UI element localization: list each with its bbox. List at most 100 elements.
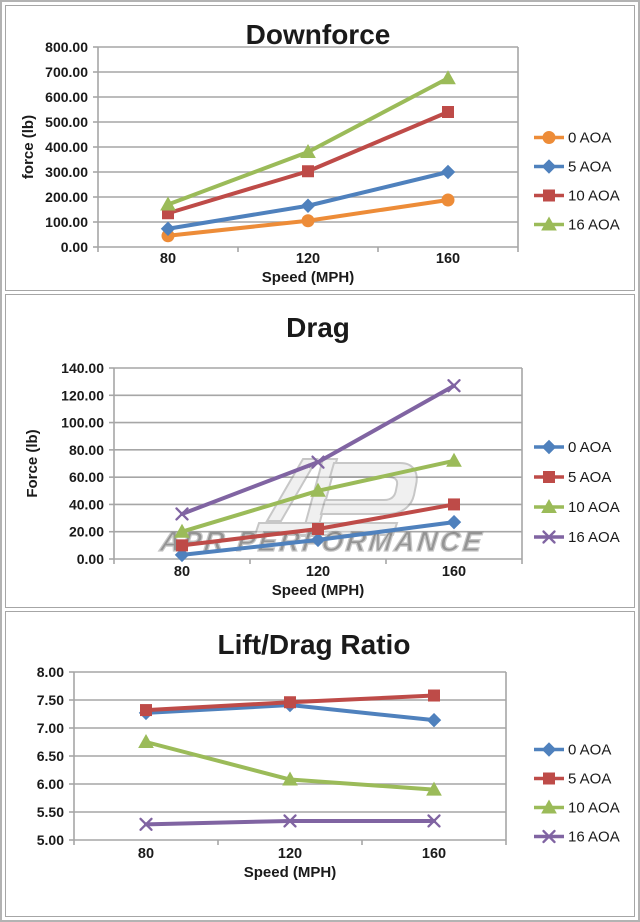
series-10-aoa bbox=[138, 733, 442, 796]
axes bbox=[113, 368, 523, 564]
series-5-aoa-marker-diamond bbox=[300, 198, 316, 213]
x-tick-label: 120 bbox=[306, 564, 330, 580]
legend-marker-square bbox=[543, 471, 555, 483]
series-5-aoa-marker-diamond bbox=[440, 164, 456, 180]
downforce-chart-panel: 0.00 100.00 200.00 300.00 400.00 500.00 600.00… bbox=[5, 5, 635, 291]
x-stroke bbox=[447, 379, 461, 393]
legend-marker-square bbox=[543, 772, 555, 785]
series-16-aoa-marker-triangle bbox=[440, 70, 456, 85]
legend: 0 AOA 5 AOA 10 AOA 16 AOA bbox=[534, 439, 620, 546]
legend-label: 10 AOA bbox=[568, 499, 620, 516]
y-axis-tick-labels: 5.00 5.50 6.00 6.50 7.00 7.50 8.00 bbox=[37, 664, 64, 848]
chart-lift-drag-ratio: 5.00 5.50 6.00 6.50 7.00 7.50 8.00 Lift/Drag Ra… bbox=[37, 629, 620, 881]
y-tick-label: 400.00 bbox=[45, 139, 88, 155]
x-axis-title: Speed (MPH) bbox=[244, 864, 337, 881]
series-5-aoa-marker-square bbox=[428, 689, 440, 702]
legend-item-16-aoa: 16 AOA bbox=[534, 529, 620, 546]
legend-item-0-aoa: 0 AOA bbox=[534, 439, 611, 456]
legend: 0 AOA 5 AOA 10 AOA 16 AOA bbox=[534, 742, 620, 846]
x-stroke bbox=[311, 455, 325, 469]
x-tick-label: 120 bbox=[296, 251, 320, 267]
y-axis-title: Force (lb) bbox=[24, 429, 41, 497]
x-tick-label: 80 bbox=[138, 846, 154, 862]
legend-marker-triangle bbox=[541, 498, 557, 513]
y-tick-label: 600.00 bbox=[45, 89, 88, 105]
series-5-aoa-marker-square bbox=[140, 704, 152, 717]
y-tick-label: 5.50 bbox=[37, 804, 64, 820]
legend-item-5-aoa: 5 AOA bbox=[534, 159, 611, 176]
legend-marker-diamond bbox=[541, 159, 557, 174]
legend-marker-square bbox=[543, 189, 555, 202]
x-axis-tick-labels: 80 120 160 bbox=[174, 564, 466, 580]
series-16-aoa bbox=[160, 70, 456, 211]
y-tick-label: 20.00 bbox=[69, 524, 104, 540]
legend-label: 16 AOA bbox=[568, 829, 620, 846]
series-10-aoa-marker-square bbox=[442, 106, 454, 118]
logo-slash-left bbox=[265, 458, 319, 522]
legend-label: 10 AOA bbox=[568, 188, 620, 205]
legend-item-10-aoa: 10 AOA bbox=[534, 498, 620, 516]
chart-title: Lift/Drag Ratio bbox=[218, 629, 411, 660]
x-stroke bbox=[139, 817, 153, 831]
series-0-aoa-marker-diamond bbox=[174, 547, 190, 563]
logo-asterisk: * bbox=[306, 460, 312, 476]
x-axis-title: Speed (MPH) bbox=[272, 582, 365, 599]
x-tick-label: 80 bbox=[160, 251, 176, 267]
legend-marker-x bbox=[542, 530, 556, 544]
legend-marker-triangle bbox=[541, 216, 557, 231]
x-tick-label: 160 bbox=[442, 564, 466, 580]
series-16-aoa-marker-x bbox=[283, 814, 297, 828]
lift-drag-ratio-chart-panel: 5.00 5.50 6.00 6.50 7.00 7.50 8.00 Lift/Drag Ra… bbox=[5, 611, 635, 917]
x-tick-label: 120 bbox=[278, 846, 302, 862]
series-5-aoa bbox=[160, 164, 456, 236]
y-tick-label: 700.00 bbox=[45, 64, 88, 80]
x-axis-tick-labels: 80 120 160 bbox=[160, 251, 460, 267]
series-5-aoa bbox=[176, 498, 460, 552]
series-0-aoa bbox=[174, 514, 462, 563]
x-tick-label: 80 bbox=[174, 564, 190, 580]
series-16-aoa-marker-x bbox=[139, 817, 153, 831]
series-0-aoa-marker-diamond bbox=[426, 712, 442, 728]
series-0-aoa-marker-circle bbox=[441, 193, 455, 207]
chart-title: Drag bbox=[286, 312, 350, 343]
series-5-aoa-marker-square bbox=[176, 539, 188, 552]
y-tick-label: 140.00 bbox=[61, 360, 104, 376]
legend-marker-triangle bbox=[541, 799, 557, 814]
series-0-aoa bbox=[161, 193, 455, 243]
legend-item-0-aoa: 0 AOA bbox=[534, 742, 611, 759]
y-tick-label: 100.00 bbox=[45, 214, 88, 230]
legend-label: 0 AOA bbox=[568, 439, 611, 456]
legend-marker-x bbox=[542, 829, 556, 844]
x-axis-tick-labels: 80 120 160 bbox=[138, 846, 446, 862]
legend-label: 0 AOA bbox=[568, 742, 611, 759]
x-stroke bbox=[175, 507, 189, 521]
legend-label: 10 AOA bbox=[568, 800, 620, 817]
legend-item-16-aoa: 16 AOA bbox=[534, 829, 620, 846]
y-tick-label: 8.00 bbox=[37, 664, 64, 680]
x-tick-label: 160 bbox=[436, 251, 460, 267]
y-tick-label: 6.00 bbox=[37, 776, 64, 792]
legend-label: 16 AOA bbox=[568, 217, 620, 234]
legend-marker-diamond bbox=[541, 742, 557, 757]
drag-chart-panel: 0.00 20.00 40.00 60.00 80.00 100.00 120.00 140.… bbox=[5, 294, 635, 608]
axes bbox=[73, 672, 507, 845]
y-tick-label: 800.00 bbox=[45, 39, 88, 55]
y-tick-label: 300.00 bbox=[45, 164, 88, 180]
legend: 0 AOA 5 AOA 10 AOA 16 AOA bbox=[534, 130, 620, 234]
series-10-aoa-marker-triangle bbox=[310, 482, 326, 497]
series-5-aoa-marker-diamond bbox=[160, 221, 176, 236]
x-stroke bbox=[542, 530, 556, 544]
series-10-aoa-marker-triangle bbox=[446, 452, 462, 467]
y-tick-label: 120.00 bbox=[61, 387, 104, 403]
legend-item-0-aoa: 0 AOA bbox=[534, 130, 611, 147]
series-5-aoa-marker-square bbox=[312, 522, 324, 535]
series-5-aoa-marker-square bbox=[284, 696, 296, 709]
legend-label: 0 AOA bbox=[568, 130, 611, 147]
series-16-aoa bbox=[175, 379, 461, 521]
series-16-aoa-marker-x bbox=[427, 814, 441, 828]
chart-title: Downforce bbox=[246, 19, 391, 50]
x-stroke bbox=[542, 829, 556, 844]
x-stroke bbox=[427, 814, 441, 828]
x-tick-label: 160 bbox=[422, 846, 446, 862]
y-tick-label: 7.00 bbox=[37, 720, 64, 736]
